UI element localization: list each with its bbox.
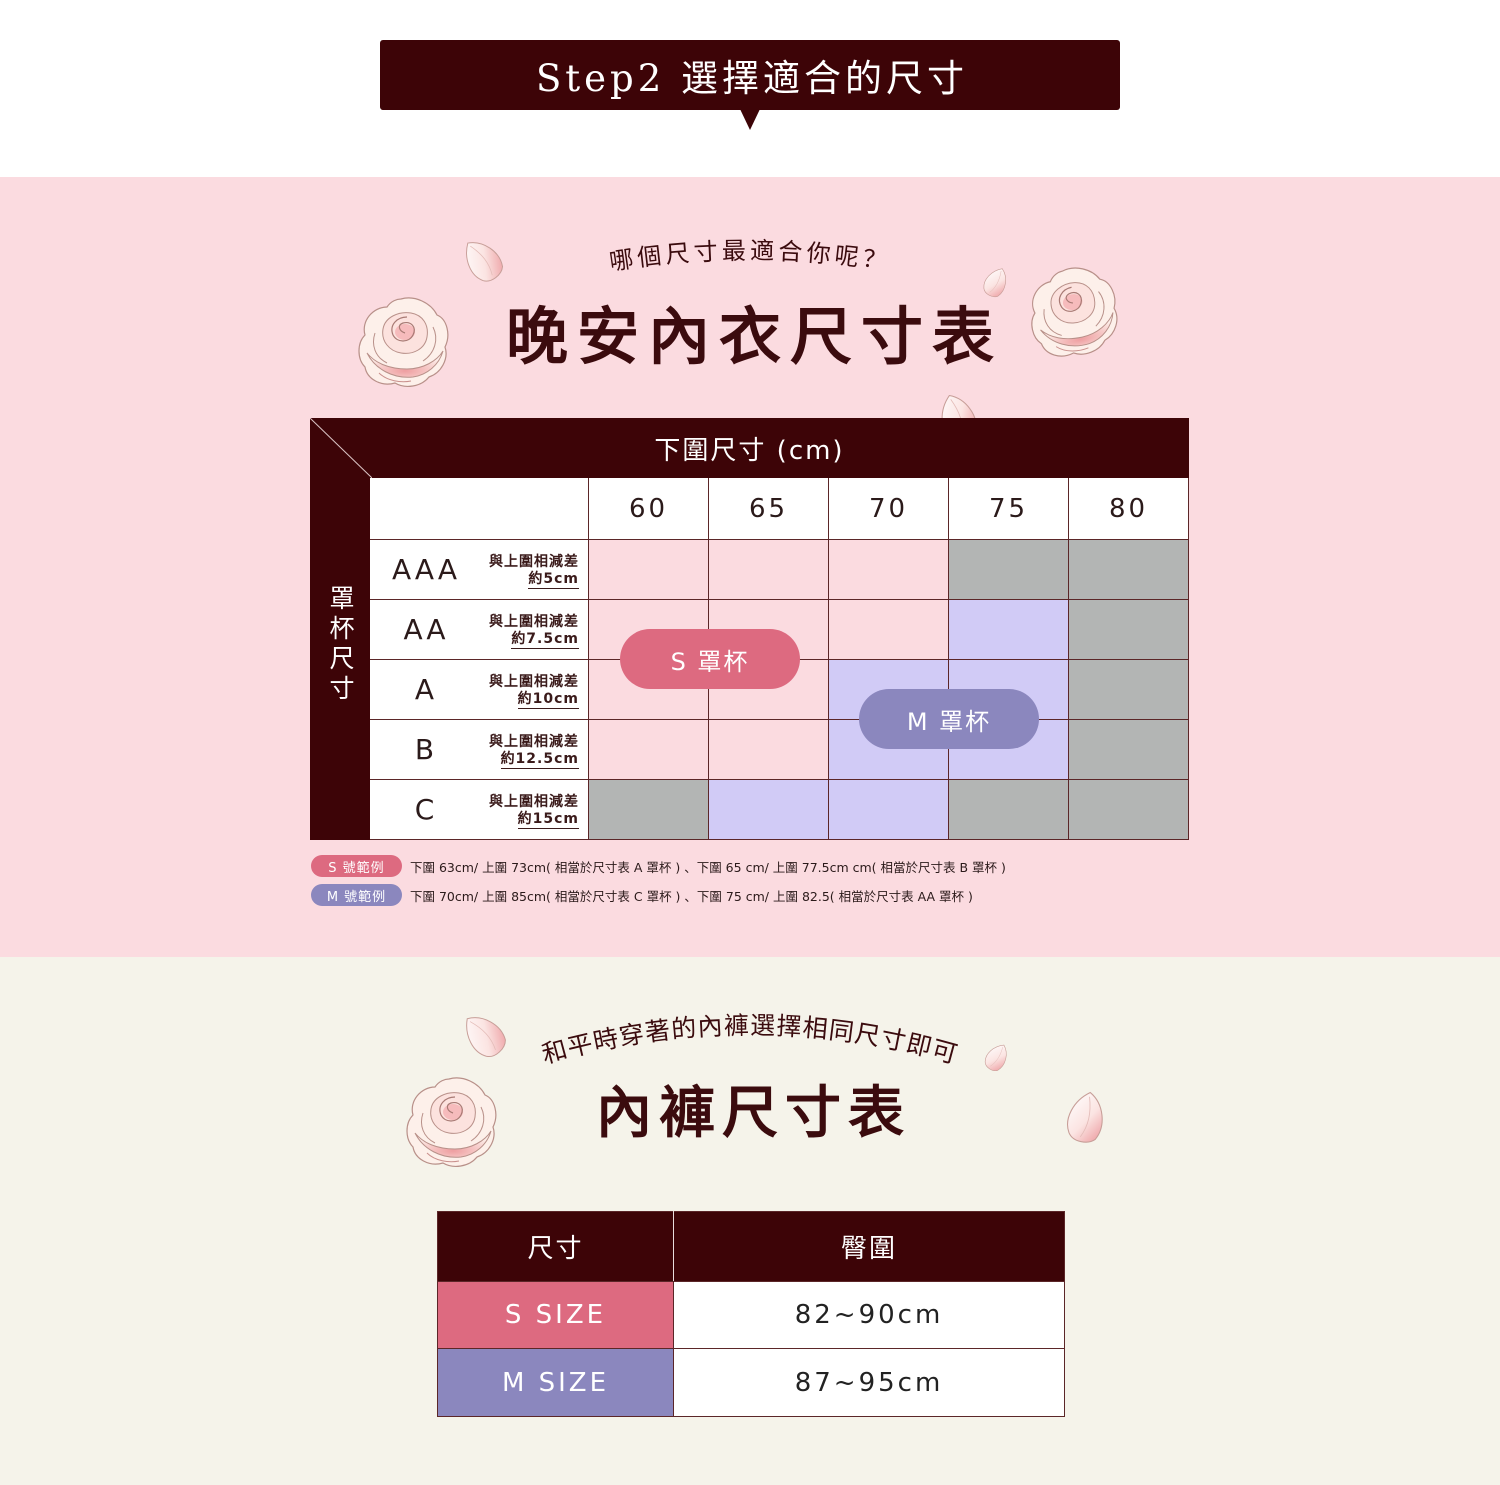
bra-size-chart-title: 晚安內衣尺寸表 [505, 300, 1003, 373]
cup-row-label: B 與上圍相減差 約12.5cm [370, 720, 588, 779]
bra-subtitle-arc: 哪個尺寸最適合你呢？ [607, 237, 892, 276]
size-cell-s [709, 540, 828, 599]
size-cell-unavailable [1069, 540, 1188, 599]
m-cup-badge: M 罩杯 [859, 689, 1039, 749]
cup-row-label: A 與上圍相減差 約10cm [370, 660, 588, 719]
corner-diagonal [310, 418, 372, 478]
banner-pointer-arrow [740, 109, 760, 130]
band-size-header: 下圍尺寸 (cm) [654, 435, 845, 466]
grid-corner-cell [370, 478, 588, 539]
cup-size-letter: B [414, 733, 438, 766]
petal-illustration [1060, 1087, 1113, 1148]
size-cell-m [949, 600, 1068, 659]
svg-text:和平時穿著的內褲選擇相同尺寸即可: 和平時穿著的內褲選擇相同尺寸即可 [539, 1011, 962, 1069]
bra-size-table: 下圍尺寸 (cm) 罩杯尺寸 60 65 70 75 80 AAA 與上圍相減差 約5cm AA… [310, 418, 1189, 840]
size-cell-s [709, 720, 828, 779]
m-example-tag: M 號範例 [311, 884, 402, 906]
bra-subtitle: 哪個尺寸最適合你呢？ [607, 237, 888, 276]
cup-row-label: AA 與上圍相減差 約7.5cm [370, 600, 588, 659]
rose-illustration [1015, 255, 1131, 371]
bust-difference-label: 與上圍相減差 [489, 794, 579, 810]
rose-illustration [400, 1073, 502, 1173]
bust-difference-value: 約12.5cm [500, 751, 579, 769]
size-cell-m [829, 780, 948, 839]
band-size-value: 65 [709, 478, 828, 539]
panty-size-table: 尺寸 臀圍 S SIZE 82~90cm M SIZE 87~95cm [437, 1211, 1065, 1417]
size-s-label: S SIZE [437, 1281, 674, 1349]
cup-size-header: 罩杯尺寸 [326, 585, 355, 705]
size-cell-s [589, 720, 708, 779]
bust-difference-value: 約5cm [528, 571, 579, 589]
size-m-label: M SIZE [437, 1348, 674, 1417]
svg-text:哪個尺寸最適合你呢？: 哪個尺寸最適合你呢？ [607, 237, 892, 276]
cup-size-letter: C [414, 793, 438, 826]
size-column-header: 尺寸 [437, 1211, 674, 1282]
m-example-text: 下圍 70cm/ 上圍 85cm( 相當於尺寸表 C 罩杯 ) 、下圍 75 c… [410, 888, 973, 904]
s-example-text: 下圍 63cm/ 上圍 73cm( 相當於尺寸表 A 罩杯 ) 、下圍 65 c… [410, 859, 1006, 875]
size-cell-unavailable [1069, 720, 1188, 779]
table-row: M SIZE 87~95cm [437, 1348, 1065, 1417]
bust-difference-label: 與上圍相減差 [489, 614, 579, 630]
bust-difference-label: 與上圍相減差 [489, 734, 579, 750]
s-cup-badge: S 罩杯 [620, 629, 800, 689]
size-cell-unavailable [1069, 660, 1188, 719]
size-cell-s [589, 540, 708, 599]
hip-range-m: 87~95cm [673, 1348, 1065, 1417]
size-cell-unavailable [1069, 600, 1188, 659]
m-size-example: M 號範例 下圍 70cm/ 上圍 85cm( 相當於尺寸表 C 罩杯 ) 、下… [311, 884, 973, 906]
bust-difference-label: 與上圍相減差 [489, 674, 579, 690]
bust-difference-note: 與上圍相減差 約10cm [489, 673, 579, 709]
hip-range-s: 82~90cm [673, 1281, 1065, 1349]
s-example-tag: S 號範例 [311, 855, 402, 877]
bust-difference-value: 約10cm [517, 691, 579, 709]
bust-difference-value: 約15cm [517, 811, 579, 829]
cup-row-label: AAA 與上圍相減差 約5cm [370, 540, 588, 599]
panty-subtitle-arc: 和平時穿著的內褲選擇相同尺寸即可 [539, 1011, 962, 1069]
band-size-value: 80 [1069, 478, 1188, 539]
band-size-value: 60 [589, 478, 708, 539]
bust-difference-note: 與上圍相減差 約15cm [489, 793, 579, 829]
cup-size-letter: AAA [391, 553, 461, 586]
cup-row-label: C 與上圍相減差 約15cm [370, 780, 588, 839]
cup-size-letter: A [414, 673, 438, 706]
step-banner: Step2 選擇適合的尺寸 [380, 40, 1120, 110]
size-grid: 60 65 70 75 80 AAA 與上圍相減差 約5cm AA 與上圍相減差 約7.5cm A 與上… [370, 478, 1189, 840]
cup-size-header-column: 罩杯尺寸 [310, 478, 370, 812]
panty-size-chart-title: 內褲尺寸表 [596, 1080, 911, 1146]
s-size-example: S 號範例 下圍 63cm/ 上圍 73cm( 相當於尺寸表 A 罩杯 ) 、下… [311, 855, 1006, 877]
hip-column-header: 臀圍 [673, 1211, 1065, 1282]
band-size-value: 70 [829, 478, 948, 539]
cup-size-letter: AA [403, 613, 449, 646]
size-cell-s [829, 540, 948, 599]
size-cell-m [709, 780, 828, 839]
bust-difference-value: 約7.5cm [511, 631, 579, 649]
size-cell-s [829, 600, 948, 659]
table-row: S SIZE 82~90cm [437, 1281, 1065, 1349]
bust-difference-note: 與上圍相減差 約12.5cm [489, 733, 579, 769]
band-size-value: 75 [949, 478, 1068, 539]
size-cell-unavailable [949, 780, 1068, 839]
size-cell-unavailable [589, 780, 708, 839]
size-cell-unavailable [1069, 780, 1188, 839]
rose-illustration [350, 293, 456, 393]
bust-difference-label: 與上圍相減差 [489, 554, 579, 570]
bust-difference-note: 與上圍相減差 約5cm [489, 553, 579, 589]
size-cell-unavailable [949, 540, 1068, 599]
bust-difference-note: 與上圍相減差 約7.5cm [489, 613, 579, 649]
panty-subtitle: 和平時穿著的內褲選擇相同尺寸即可 [539, 1011, 961, 1069]
